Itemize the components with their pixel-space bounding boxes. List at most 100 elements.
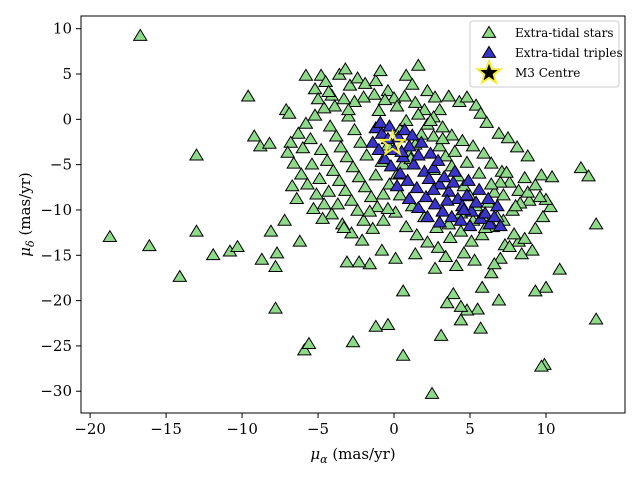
extra-tidal-star-point: [302, 131, 318, 145]
extra-tidal-triple-point: [471, 182, 487, 195]
y-tick-label: −25: [40, 337, 72, 355]
extra-tidal-star-point: [581, 168, 597, 182]
extra-tidal-star-point: [426, 129, 442, 142]
extra-tidal-star-point: [471, 166, 487, 179]
y-tick-label: −5: [50, 156, 72, 174]
extra-tidal-star-point: [102, 229, 118, 243]
x-axis-label-unit: (mas/yr): [328, 445, 396, 463]
extra-tidal-star-point: [442, 230, 458, 243]
extra-tidal-star-point: [521, 193, 537, 206]
extra-tidal-star-point: [502, 175, 518, 188]
extra-tidal-triple-point: [404, 128, 420, 141]
extra-tidal-star-point: [438, 249, 454, 262]
extra-tidal-star-point: [432, 102, 448, 116]
extra-tidal-star-point: [304, 157, 320, 170]
extra-tidal-star-point: [419, 235, 435, 248]
extra-tidal-star-point: [295, 140, 311, 154]
extra-tidal-star-point: [336, 91, 352, 105]
extra-tidal-star-point: [407, 246, 423, 260]
extra-tidal-triple-point: [392, 166, 408, 179]
extra-tidal-star-point: [453, 313, 469, 326]
extra-tidal-triple-point: [410, 200, 426, 214]
extra-tidal-star-point: [307, 81, 323, 95]
extra-tidal-triple-point: [401, 139, 417, 152]
extra-tidal-star-point: [511, 183, 527, 196]
extra-tidal-star-point: [280, 145, 296, 158]
extra-tidal-star-point: [544, 169, 560, 183]
extra-tidal-triple-point: [445, 175, 461, 188]
extra-tidal-star-point: [527, 284, 543, 297]
extra-tidal-star-point: [296, 343, 312, 356]
extra-tidal-star-point: [321, 184, 337, 197]
y-axis-label-symbol: μ: [16, 247, 34, 257]
extra-tidal-star-point: [268, 301, 283, 314]
extra-tidal-star-point: [327, 99, 343, 112]
extra-tidal-star-point: [345, 159, 361, 173]
extra-tidal-triple-point: [456, 202, 472, 215]
extra-tidal-star-point: [240, 89, 256, 102]
extra-tidal-triple-point: [381, 119, 397, 132]
legend: Extra-tidal stars Extra-tidal triples M3 C…: [469, 20, 623, 88]
y-tick-label: 10: [53, 20, 72, 38]
extra-tidal-star-point: [492, 251, 508, 264]
extra-tidal-star-point: [389, 99, 405, 112]
extra-tidal-star-point: [588, 312, 604, 325]
extra-tidal-star-point: [172, 269, 188, 282]
extra-tidal-star-point: [435, 131, 451, 145]
extra-tidal-star-point: [492, 175, 508, 188]
extra-tidal-star-point: [483, 265, 499, 279]
extra-tidal-star-point: [404, 77, 420, 90]
extra-tidal-star-point: [500, 130, 516, 144]
extra-tidal-star-point: [353, 135, 369, 148]
x-axis-label: μα (mas/yr): [310, 445, 395, 466]
extra-tidal-triple-point: [432, 177, 448, 190]
extra-tidal-star-point: [312, 171, 328, 185]
extra-tidal-star-point: [380, 201, 396, 214]
extra-tidal-star-point: [319, 153, 335, 166]
extra-tidal-star-point: [132, 28, 148, 41]
extra-tidal-star-point: [474, 280, 490, 293]
points-layer: [102, 28, 604, 399]
legend-label: M3 Centre: [515, 66, 580, 80]
extra-tidal-star-point: [375, 187, 391, 200]
x-axis-label-subscript: α: [320, 453, 328, 466]
x-tick-label: −20: [74, 420, 106, 438]
extra-tidal-star-point: [362, 204, 378, 217]
extra-tidal-star-point: [205, 247, 221, 261]
extra-tidal-triple-point: [389, 178, 405, 192]
extra-tidal-star-point: [439, 295, 455, 309]
extra-tidal-star-point: [356, 90, 372, 103]
extra-tidal-star-point: [306, 201, 321, 214]
legend-marker: [481, 25, 497, 38]
extra-tidal-star-point: [456, 246, 472, 259]
extra-tidal-star-point: [486, 185, 502, 198]
y-tick-label: 5: [62, 65, 72, 83]
extra-tidal-star-point: [454, 133, 470, 146]
extra-tidal-star-point: [357, 179, 373, 193]
extra-tidal-star-point: [398, 68, 414, 81]
extra-tidal-star-point: [347, 122, 363, 136]
extra-tidal-star-point: [502, 239, 518, 253]
extra-tidal-star-point: [447, 144, 463, 157]
extra-tidal-star-point: [543, 199, 559, 213]
extra-tidal-star-point: [377, 92, 393, 106]
extra-tidal-star-point: [552, 262, 568, 275]
extra-tidal-star-point: [533, 359, 549, 372]
extra-tidal-star-point: [474, 227, 490, 241]
x-tick-label: −15: [150, 420, 182, 438]
extra-tidal-star-point: [532, 189, 548, 203]
extra-tidal-star-point: [410, 107, 426, 120]
extra-tidal-star-point: [483, 156, 499, 169]
extra-tidal-star-point: [350, 71, 366, 84]
extra-tidal-star-point: [365, 221, 381, 234]
extra-tidal-star-point: [230, 239, 246, 253]
legend-marker: [481, 45, 497, 58]
extra-tidal-triple-point: [459, 188, 475, 201]
extra-tidal-star-point: [380, 83, 396, 97]
extra-tidal-star-point: [498, 165, 514, 178]
extra-tidal-star-point: [310, 91, 326, 105]
extra-tidal-star-point: [368, 73, 384, 87]
y-tick-label: −10: [40, 201, 72, 219]
extra-tidal-star-point: [453, 299, 469, 312]
extra-tidal-triple-point: [371, 142, 387, 156]
